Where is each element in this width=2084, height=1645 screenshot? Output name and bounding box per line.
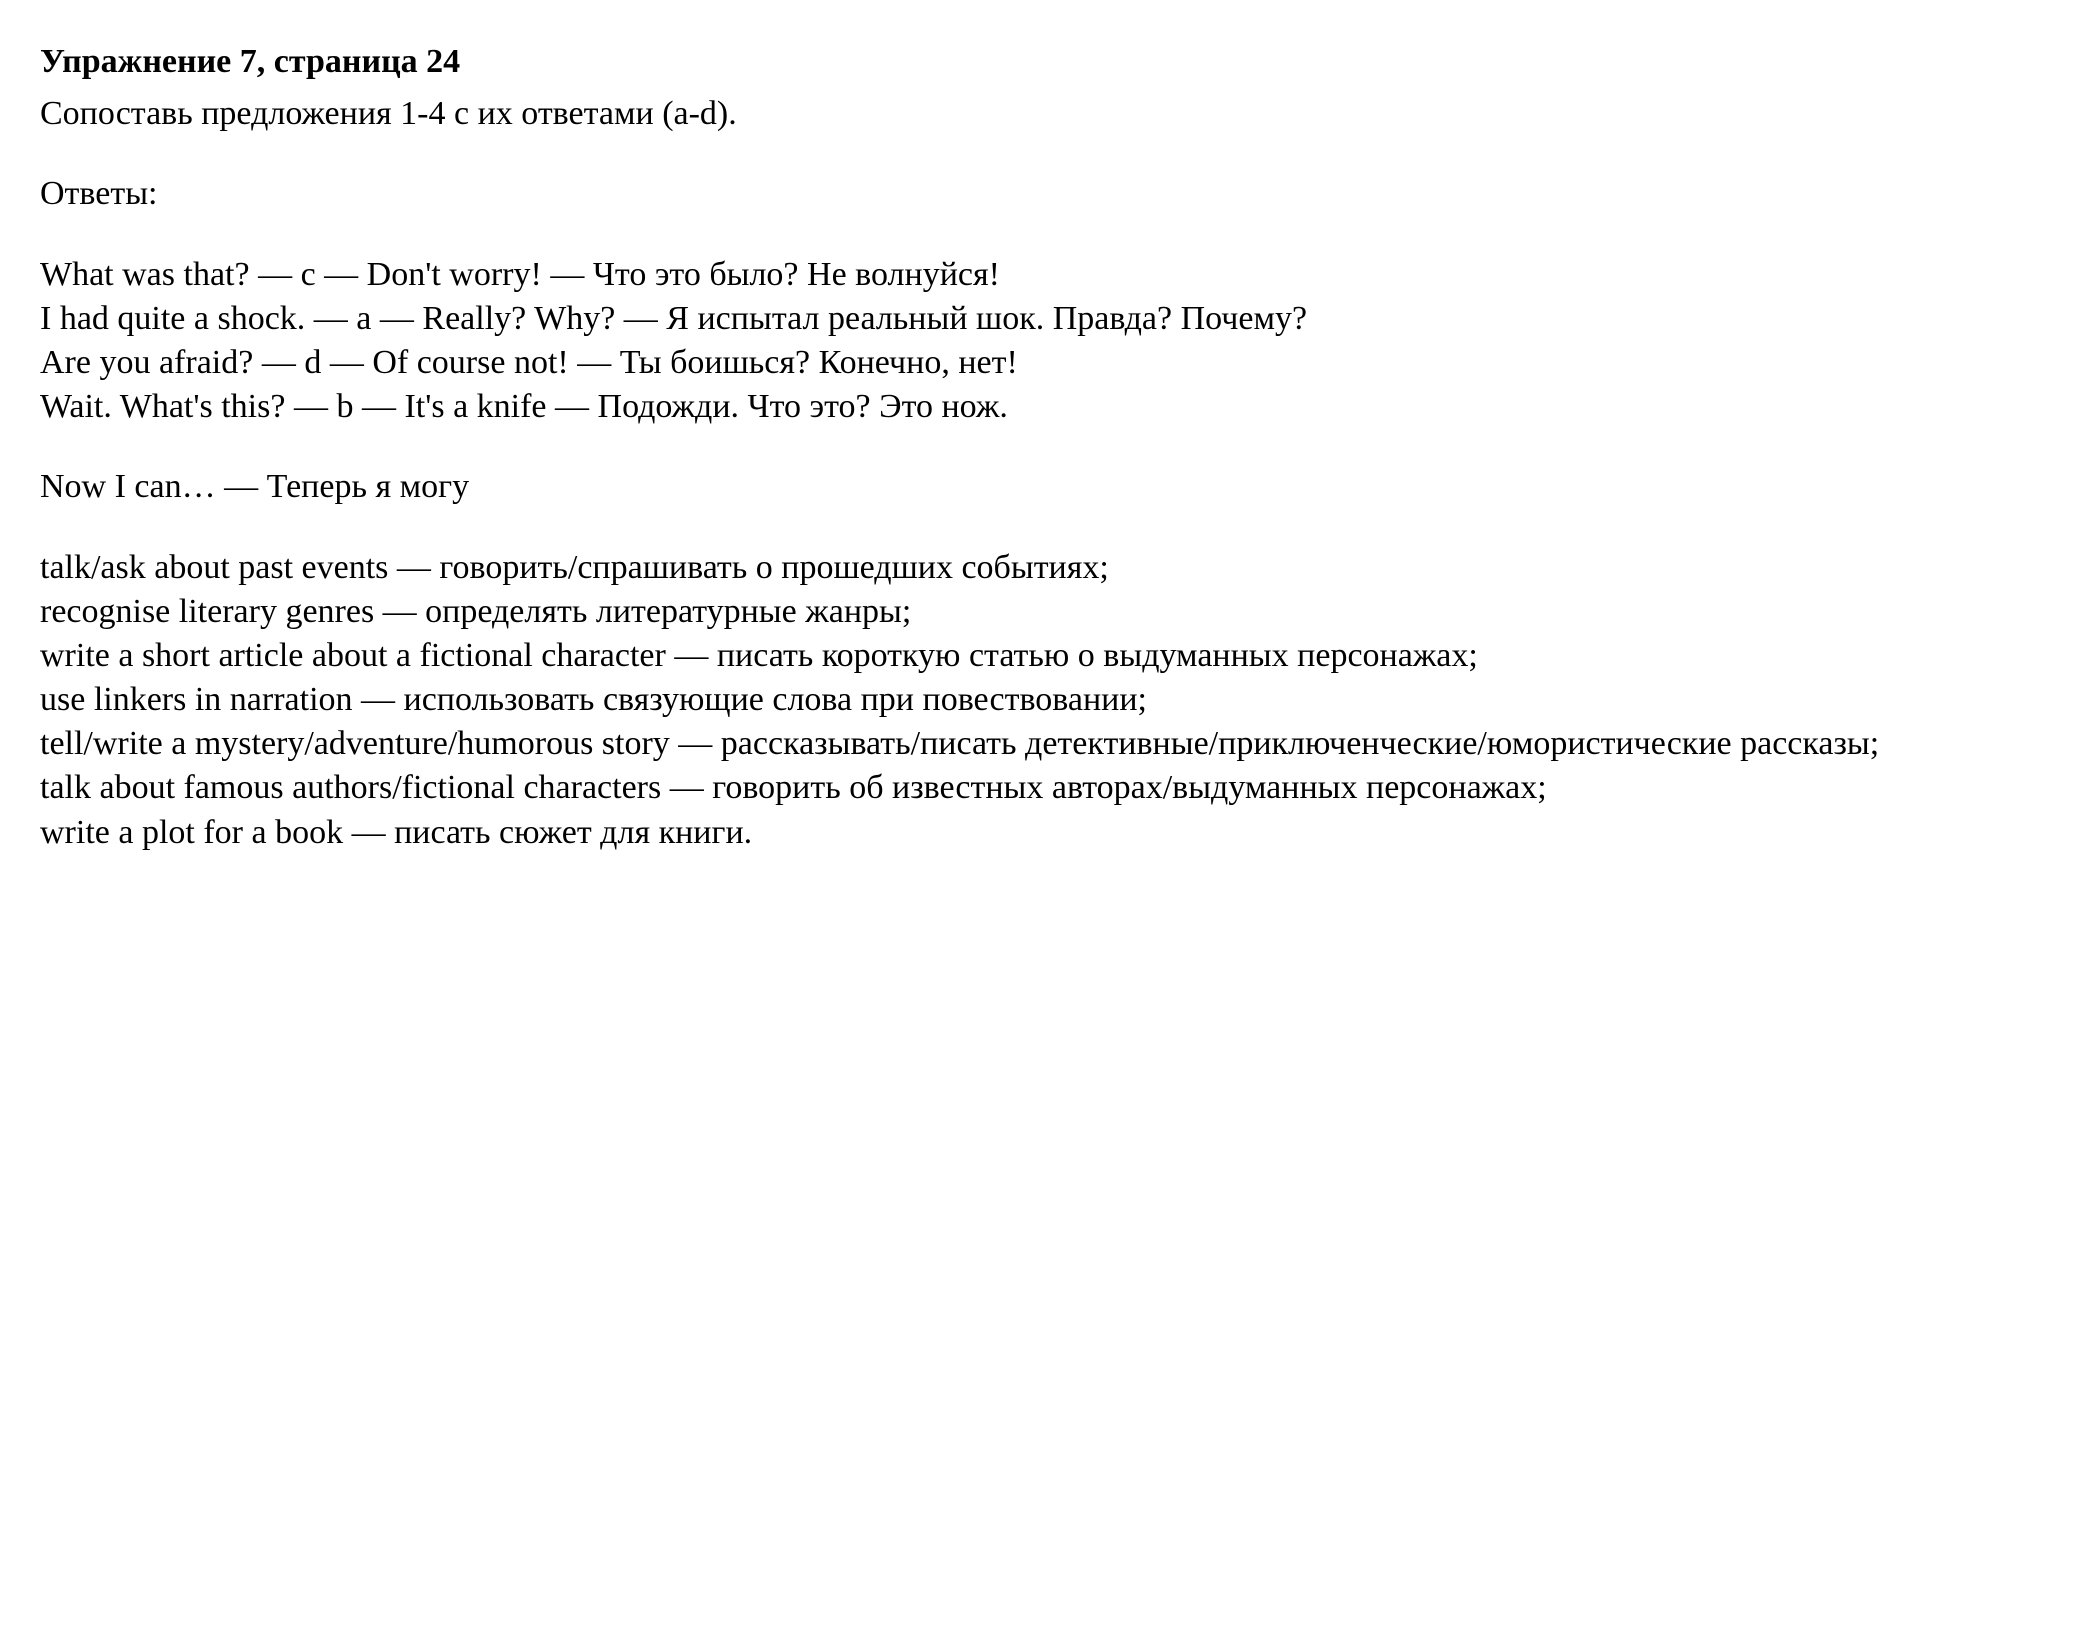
answer-line-3: Are you afraid? — d — Of course not! — Т… bbox=[40, 341, 2044, 385]
skill-line-2: recognise literary genres — определять л… bbox=[40, 590, 2044, 634]
skill-line-4: use linkers in narration — использовать … bbox=[40, 678, 2044, 722]
skill-line-6: talk about famous authors/fictional char… bbox=[40, 766, 2044, 810]
answers-label: Ответы: bbox=[40, 172, 2044, 216]
skill-line-1: talk/ask about past events — говорить/сп… bbox=[40, 546, 2044, 590]
now-i-can-heading: Now I can… — Теперь я могу bbox=[40, 465, 2044, 509]
answer-line-1: What was that? — c — Don't worry! — Что … bbox=[40, 253, 2044, 297]
skill-line-5: tell/write a mystery/adventure/humorous … bbox=[40, 722, 2044, 766]
skill-line-3: write a short article about a fictional … bbox=[40, 634, 2044, 678]
answer-line-2: I had quite a shock. — a — Really? Why? … bbox=[40, 297, 2044, 341]
answer-line-4: Wait. What's this? — b — It's a knife — … bbox=[40, 385, 2044, 429]
exercise-title: Упражнение 7, страница 24 bbox=[40, 40, 2044, 84]
skill-line-7: write a plot for a book — писать сюжет д… bbox=[40, 811, 2044, 855]
instruction-text: Сопоставь предложения 1-4 с их ответами … bbox=[40, 92, 2044, 136]
